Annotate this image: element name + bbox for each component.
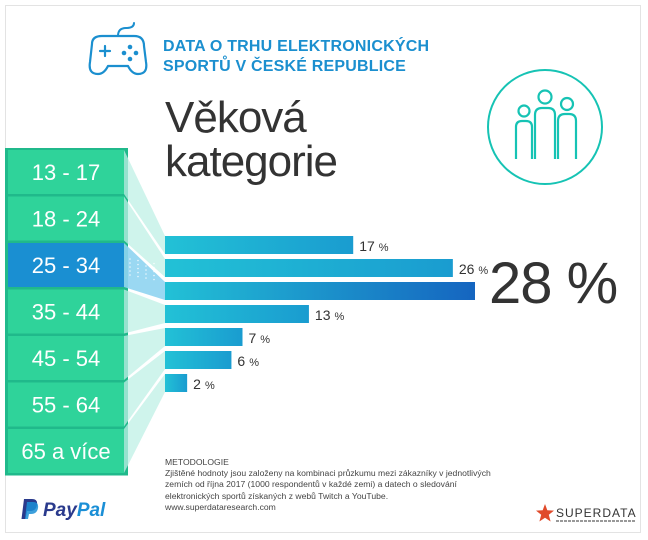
category-tab-label: 45 - 54: [32, 346, 101, 371]
paypal-text-pal: Pal: [76, 500, 106, 521]
funnel-dot: [153, 262, 155, 265]
category-tab-label: 25 - 34: [32, 253, 101, 278]
star-icon: [536, 504, 554, 522]
funnel-dot: [145, 261, 147, 263]
header-title-line-1: DATA O TRHU ELEKTRONICKÝCH: [163, 38, 430, 55]
methodology: METODOLOGIE Zjištěné hodnoty jsou založe…: [165, 457, 505, 513]
category-tab: [8, 150, 124, 194]
bar: [165, 374, 188, 392]
page-title-line-2: kategorie: [165, 137, 338, 186]
funnel-dot: [129, 266, 131, 268]
gamepad-icon: [88, 22, 148, 76]
category-tab-label: 35 - 44: [32, 300, 101, 325]
bar-value-label: 17%: [359, 238, 389, 254]
funnel-connector: [124, 243, 165, 300]
category-tab-label: 65 a více: [21, 439, 110, 464]
category-tab-label: 55 - 64: [32, 393, 101, 418]
funnel-dot: [145, 277, 147, 279]
page-title-line-1: Věková: [165, 93, 307, 142]
funnel-connector: [124, 196, 165, 277]
funnel-dot: [145, 269, 147, 271]
category-tab: [8, 196, 124, 241]
bar-value-label: 26%: [459, 261, 489, 277]
funnel-connector: [124, 374, 165, 473]
bar-value-label: 7%: [249, 330, 271, 346]
methodology-link[interactable]: www.superdataresearch.com: [165, 501, 276, 512]
superdata-tagline: [556, 520, 636, 522]
funnel-dot: [129, 270, 131, 272]
funnel-dot: [137, 275, 139, 278]
funnel-dot: [153, 278, 155, 281]
funnel-connector: [124, 289, 165, 334]
funnel-dot: [137, 271, 139, 274]
category-tab: [8, 382, 124, 427]
bar-value-label: 2%: [193, 376, 215, 392]
funnel-dot: [153, 274, 155, 277]
methodology-text: Zjištěné hodnoty jsou založeny na kombin…: [165, 468, 491, 501]
people-icon: [487, 69, 603, 185]
category-tab: [8, 289, 124, 334]
funnel-dot: [137, 259, 139, 262]
paypal-text-pay: Pay: [43, 500, 77, 521]
category-tab: [8, 243, 124, 287]
category-tab: [8, 336, 124, 380]
funnel-dot: [145, 265, 147, 267]
bar-value-label: 13%: [315, 307, 345, 323]
paypal-logo-text: PayPal: [43, 500, 105, 522]
category-tab-label: 13 - 17: [32, 160, 101, 185]
funnel-dot: [153, 270, 155, 273]
funnel-dot: [137, 263, 139, 266]
funnel-connector: [124, 328, 165, 380]
bar: [165, 351, 232, 369]
category-tab-label: 18 - 24: [32, 207, 101, 232]
bar: [165, 305, 309, 323]
bar: [165, 328, 243, 346]
funnel-dot: [129, 262, 131, 264]
funnel-dot: [129, 274, 131, 276]
bar: [165, 236, 354, 254]
category-tab: [8, 429, 124, 473]
funnel-connector: [124, 351, 165, 427]
funnel-dot: [129, 258, 131, 260]
bar-value-label: 6%: [237, 353, 259, 369]
paypal-icon: [21, 499, 39, 519]
bar: [165, 282, 475, 300]
header-title-line-2: SPORTŮ V ČESKÉ REPUBLICE: [163, 58, 407, 75]
methodology-title: METODOLOGIE: [165, 457, 229, 467]
bar: [165, 259, 453, 277]
funnel-dot: [137, 267, 139, 270]
superdata-logo-text: SUPERDATA: [556, 506, 637, 520]
funnel-connector: [124, 150, 165, 254]
funnel-dot: [145, 273, 147, 275]
funnel-dot: [153, 266, 155, 269]
selected-value-label: 28 %: [489, 251, 618, 316]
